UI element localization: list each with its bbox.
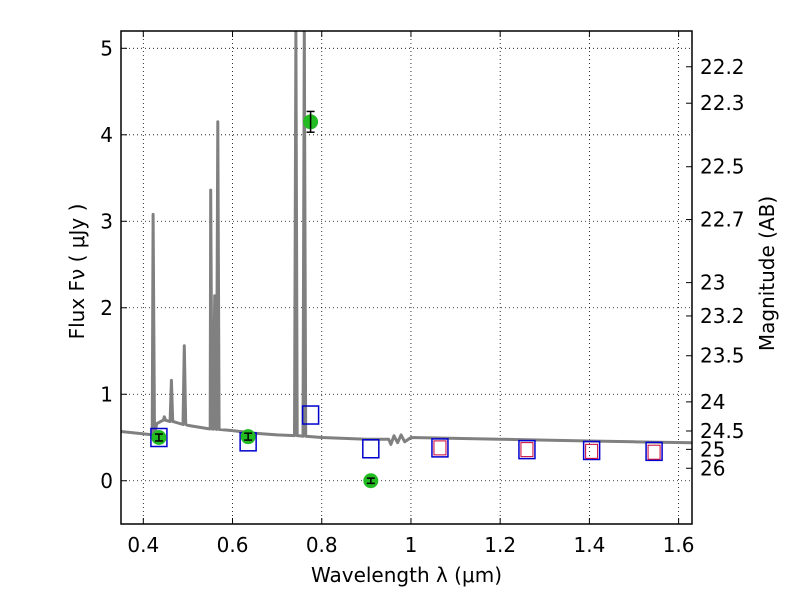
x-tick-label: 1.2 — [484, 533, 516, 557]
model-spectrum — [121, 31, 692, 446]
mag-tick-label: 22.2 — [700, 55, 745, 79]
mag-tick-label: 24 — [700, 390, 725, 414]
mag-tick-label: 25 — [700, 437, 725, 461]
mag-tick-label: 23 — [700, 271, 725, 295]
x-tick-label: 0.4 — [127, 533, 159, 557]
model-photometry-box — [582, 440, 601, 461]
model-photometry-box — [518, 439, 536, 460]
grid — [121, 31, 692, 524]
y-tick-label: 3 — [100, 209, 113, 233]
mag-tick-label: 22.3 — [700, 91, 745, 115]
markers — [150, 110, 663, 489]
x-tick-label: 1 — [405, 533, 418, 557]
model-photometry-box — [431, 438, 449, 458]
mag-tick-label: 23.5 — [700, 344, 745, 368]
mag-tick-label: 23.2 — [700, 304, 745, 328]
x-axis-label: Wavelength λ (μm) — [311, 563, 502, 587]
x-tick-label: 1.6 — [663, 533, 695, 557]
model-photometry-box — [362, 439, 380, 459]
y-tick-label: 0 — [100, 469, 113, 493]
model-photometry-box — [150, 427, 168, 448]
model-photometry-box — [301, 405, 320, 425]
x-tick-label: 1.4 — [573, 533, 605, 557]
mag-tick-label: 26 — [700, 456, 725, 480]
model-photometry-box — [645, 441, 663, 462]
nir-photometry-box — [647, 444, 661, 460]
mag-tick-label: 22.5 — [700, 155, 745, 179]
y-tick-label: 5 — [100, 36, 113, 60]
y-axis-label: Flux Fν ( μJy ) — [65, 204, 89, 340]
mag-tick-label: 22.7 — [700, 208, 745, 232]
y-tick-label: 2 — [100, 296, 113, 320]
y-tick-label: 1 — [100, 382, 113, 406]
x-tick-label: 0.8 — [306, 533, 338, 557]
mag-tick-label: 24.5 — [700, 419, 745, 443]
y-axis: 0 1 2 3 4 5 — [100, 36, 127, 493]
magnitude-axis-label: Magnitude (AB) — [755, 196, 779, 351]
nir-photometry-box — [520, 442, 534, 458]
x-axis: 0.4 0.6 0.8 1 1.2 1.4 1.6 — [127, 31, 695, 557]
nir-photometry-box — [433, 440, 447, 456]
y-tick-label: 4 — [100, 123, 113, 147]
plot-frame — [120, 30, 693, 525]
spectrum-line — [121, 31, 692, 446]
x-tick-label: 0.6 — [217, 533, 249, 557]
nir-photometry-box — [585, 443, 599, 459]
